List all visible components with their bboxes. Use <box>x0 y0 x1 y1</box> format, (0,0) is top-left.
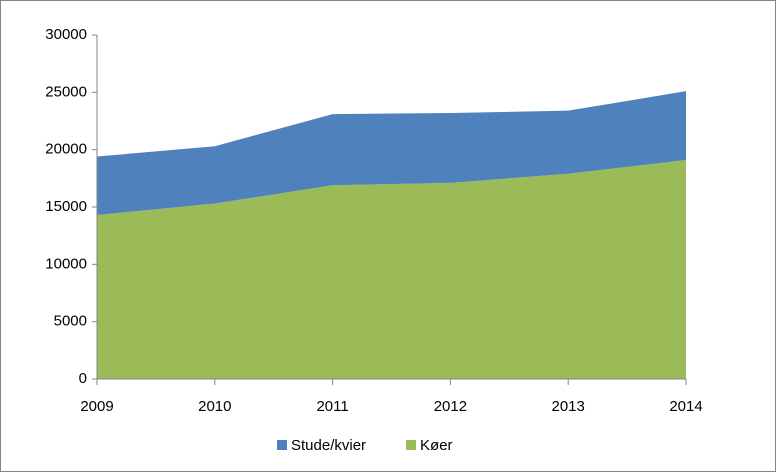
area <box>97 159 686 379</box>
y-tick-label: 10000 <box>45 255 87 272</box>
x-tick-label: 2011 <box>316 398 348 415</box>
x-tick-label: 2014 <box>669 398 702 415</box>
y-tick-label: 5000 <box>54 313 87 330</box>
x-tick-label: 2012 <box>434 398 467 415</box>
legend-label: Stude/kvier <box>291 437 366 454</box>
x-tick-label: 2010 <box>198 398 231 415</box>
legend-swatch <box>277 440 287 450</box>
legend-swatch <box>406 440 417 450</box>
y-tick-label: 15000 <box>45 198 87 215</box>
area <box>97 91 686 216</box>
y-tick-label: 30000 <box>45 26 87 43</box>
y-tick-label: 0 <box>79 370 87 387</box>
x-tick-label: 2009 <box>80 398 113 415</box>
legend-label: Køer <box>420 437 453 454</box>
x-tick-label: 2013 <box>552 398 585 415</box>
y-tick-label: 25000 <box>45 83 87 100</box>
y-tick-label: 20000 <box>45 141 87 158</box>
